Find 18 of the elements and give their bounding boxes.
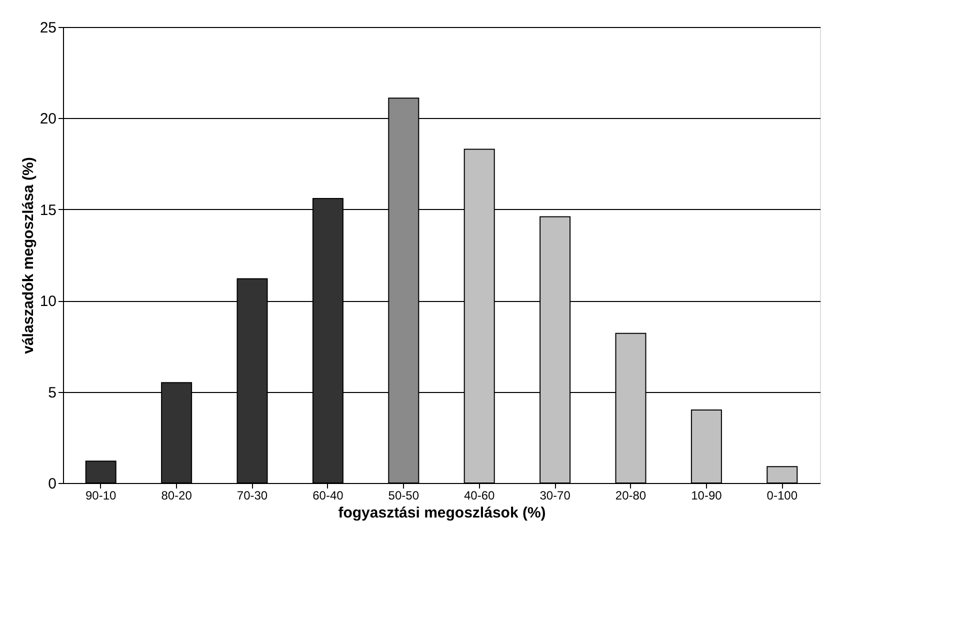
x-tick-label: 0-100 [766, 488, 798, 502]
x-axis-title: fogyasztási megoszlások (%) [338, 504, 546, 522]
y-tick-label: 5 [48, 384, 56, 402]
y-axis-title: válaszadók megoszlása (%) [20, 157, 37, 354]
y-tick-label: 10 [40, 293, 56, 310]
y-tick-label: 15 [40, 202, 56, 219]
x-tick-label: 60-40 [312, 488, 344, 502]
x-tick-label: 80-20 [161, 488, 192, 502]
x-tick-label: 10-90 [691, 488, 722, 502]
x-tick-label: 40-60 [464, 488, 496, 502]
x-tick-label: 30-70 [540, 488, 571, 502]
x-tick-label: 20-80 [615, 488, 646, 502]
x-tick-label: 90-10 [86, 488, 117, 502]
y-tick-label: 20 [40, 110, 56, 128]
y-tick-label: 25 [40, 20, 56, 36]
x-tick-label: 50-50 [388, 488, 420, 502]
x-tick-label: 70-30 [236, 488, 268, 502]
y-tick-label: 0 [48, 476, 56, 492]
